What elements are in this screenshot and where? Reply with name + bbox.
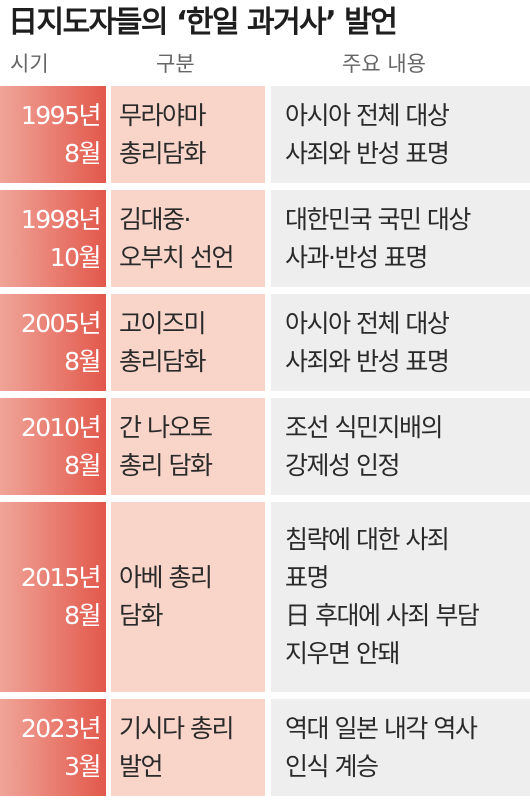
table-row: 1998년 10월 김대중· 오부치 선언 대한민국 국민 대상 사과·반성 표… xyxy=(0,190,530,287)
row-time-cell: 2023년 3월 xyxy=(0,699,106,796)
table-row: 2023년 3월 기시다 총리 발언 역대 일본 내각 역사 인식 계승 xyxy=(0,699,530,796)
row-content-line: 아시아 전체 대상 xyxy=(285,308,450,338)
row-content-line: 아시아 전체 대상 xyxy=(285,100,450,130)
table-header: 시기 구분 주요 내용 xyxy=(0,46,530,82)
row-category-line: 김대중· xyxy=(119,204,191,234)
row-category-line: 총리담화 xyxy=(119,138,207,168)
row-year: 2023년 xyxy=(20,713,102,743)
table-row: 2010년 8월 간 나오토 총리 담화 조선 식민지배의 강제성 인정 xyxy=(0,398,530,495)
row-year: 2010년 xyxy=(20,412,102,442)
row-month: 8월 xyxy=(64,346,101,376)
row-content-line: 역대 일본 내각 역사 xyxy=(285,713,478,743)
row-month: 10월 xyxy=(49,242,102,272)
row-content-line: 강제성 인정 xyxy=(285,450,400,480)
row-time-cell: 1998년 10월 xyxy=(0,190,106,287)
row-category-cell: 김대중· 오부치 선언 xyxy=(111,190,265,287)
row-category-line: 아베 총리 xyxy=(119,563,213,592)
table-row: 2005년 8월 고이즈미 총리담화 아시아 전체 대상 사죄와 반성 표명 xyxy=(0,294,530,391)
row-content-cell: 역대 일본 내각 역사 인식 계승 xyxy=(271,699,530,796)
row-category-cell: 아베 총리 담화 xyxy=(111,502,265,692)
row-category-line: 기시다 총리 xyxy=(119,713,234,743)
row-content-line: 사죄와 반성 표명 xyxy=(285,346,450,376)
row-month: 8월 xyxy=(64,601,101,630)
row-month: 3월 xyxy=(64,751,101,781)
row-content-line: 침략에 대한 사죄 xyxy=(285,525,450,554)
row-category-line: 총리 담화 xyxy=(119,450,213,480)
row-time-cell: 2015년 8월 xyxy=(0,502,106,692)
row-category-line: 간 나오토 xyxy=(119,412,213,442)
row-content-cell: 침략에 대한 사죄 표명 日 후대에 사죄 부담 지우면 안돼 xyxy=(271,502,530,692)
row-content-line: 대한민국 국민 대상 xyxy=(285,204,471,234)
row-content-cell: 대한민국 국민 대상 사과·반성 표명 xyxy=(271,190,530,287)
row-category-cell: 기시다 총리 발언 xyxy=(111,699,265,796)
row-category-line: 무라야마 xyxy=(119,100,207,130)
row-time-cell: 1995년 8월 xyxy=(0,86,106,183)
row-content-line: 日 후대에 사죄 부담 xyxy=(285,601,480,630)
row-category-line: 고이즈미 xyxy=(119,308,207,338)
header-time: 시기 xyxy=(10,52,49,76)
row-year: 2015년 xyxy=(20,563,102,592)
row-time-cell: 2010년 8월 xyxy=(0,398,106,495)
row-month: 8월 xyxy=(64,450,101,480)
row-category-line: 총리담화 xyxy=(119,346,207,376)
row-content-cell: 아시아 전체 대상 사죄와 반성 표명 xyxy=(271,86,530,183)
row-category-line: 오부치 선언 xyxy=(119,242,234,272)
table-row: 1995년 8월 무라야마 총리담화 아시아 전체 대상 사죄와 반성 표명 xyxy=(0,86,530,183)
table-row: 2015년 8월 아베 총리 담화 침략에 대한 사죄 표명 日 후대에 사죄 … xyxy=(0,502,530,692)
row-year: 1995년 xyxy=(20,100,102,130)
row-time-cell: 2005년 8월 xyxy=(0,294,106,391)
row-content-line: 사과·반성 표명 xyxy=(285,242,428,272)
header-content: 주요 내용 xyxy=(342,52,426,76)
row-year: 1998년 xyxy=(20,204,102,234)
row-category-cell: 고이즈미 총리담화 xyxy=(111,294,265,391)
row-content-cell: 아시아 전체 대상 사죄와 반성 표명 xyxy=(271,294,530,391)
row-content-line: 조선 식민지배의 xyxy=(285,412,443,442)
row-category-cell: 간 나오토 총리 담화 xyxy=(111,398,265,495)
row-content-line: 사죄와 반성 표명 xyxy=(285,138,450,168)
row-content-line: 인식 계승 xyxy=(285,751,379,781)
row-content-cell: 조선 식민지배의 강제성 인정 xyxy=(271,398,530,495)
row-year: 2005년 xyxy=(20,308,102,338)
page-title: 日지도자들의 ‘한일 과거사’ 발언 xyxy=(8,5,398,40)
row-category-cell: 무라야마 총리담화 xyxy=(111,86,265,183)
row-category-line: 담화 xyxy=(119,601,164,630)
row-category-line: 발언 xyxy=(119,751,164,781)
row-month: 8월 xyxy=(64,138,101,168)
row-content-line: 지우면 안돼 xyxy=(285,639,400,668)
header-category: 구분 xyxy=(156,52,195,76)
row-content-line: 표명 xyxy=(285,563,330,592)
